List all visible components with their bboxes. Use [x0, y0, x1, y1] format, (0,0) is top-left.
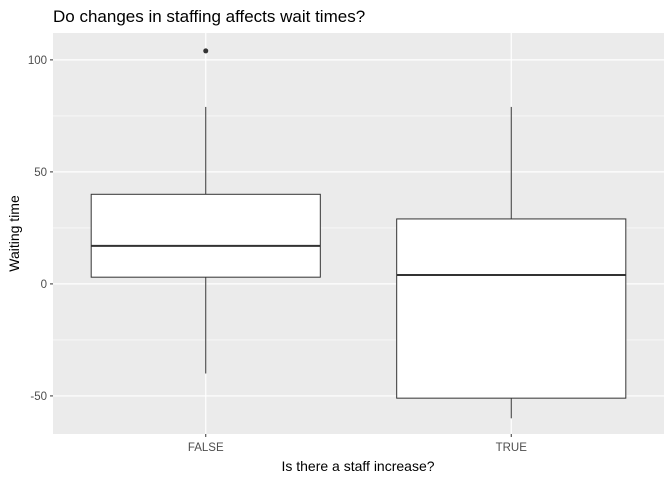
- iqr-box: [90, 193, 321, 278]
- y-tick-label: -50: [30, 391, 47, 403]
- y-tick-label: 0: [41, 279, 47, 291]
- outlier-point: [203, 48, 209, 54]
- box-false: [90, 48, 321, 374]
- y-axis: -50 0 50 100: [28, 55, 53, 403]
- box-true: [396, 106, 627, 419]
- x-axis-title: Is there a staff increase?: [281, 458, 434, 474]
- iqr-box: [396, 218, 627, 399]
- x-tick-label: TRUE: [496, 442, 528, 454]
- boxes-layer: [90, 48, 627, 419]
- x-tick-label: FALSE: [188, 442, 224, 454]
- y-axis-title: Waiting time: [6, 195, 22, 272]
- y-tick-label: 100: [28, 55, 47, 67]
- y-tick-label: 50: [34, 167, 47, 179]
- chart-title: Do changes in staffing affects wait time…: [53, 7, 365, 26]
- x-axis: FALSE TRUE: [188, 434, 527, 454]
